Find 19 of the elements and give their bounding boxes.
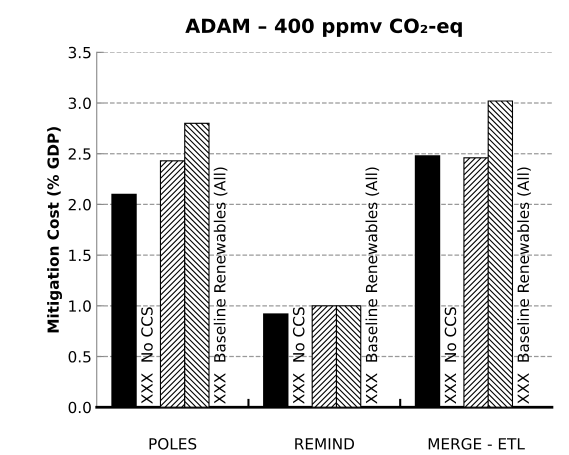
- text: XXX Baseline Renewables (All): [214, 167, 228, 404]
- y-tick-label: 0.0: [68, 402, 91, 414]
- y-axis-title: Mitigation Cost (% GDP): [47, 127, 62, 332]
- y-tick-label: 3.5: [68, 46, 91, 58]
- x-tick-label: REMIND: [295, 438, 354, 450]
- text: XXX Baseline Renewables (All): [517, 167, 531, 404]
- chart-title: ADAM – 400 ppmv CO₂-eq: [185, 18, 462, 37]
- y-tick-label: 1.5: [69, 250, 91, 262]
- y-tick-label: 2.0: [68, 198, 91, 210]
- y-tick-label: 2.5: [68, 148, 91, 160]
- text: XXX No CCS: [141, 307, 153, 404]
- y-tick-label: 0.5: [68, 350, 91, 363]
- text: XXX No CCS: [292, 307, 304, 404]
- x-tick-label: MERGE - ETL: [428, 438, 525, 450]
- x-tick-label: POLES: [150, 438, 196, 450]
- y-tick-label: 3.0: [68, 97, 91, 110]
- text: XXX Baseline Renewables (All): [365, 167, 380, 404]
- text: XXX No CCS: [444, 307, 456, 404]
- y-tick-label: 1.0: [69, 300, 91, 312]
